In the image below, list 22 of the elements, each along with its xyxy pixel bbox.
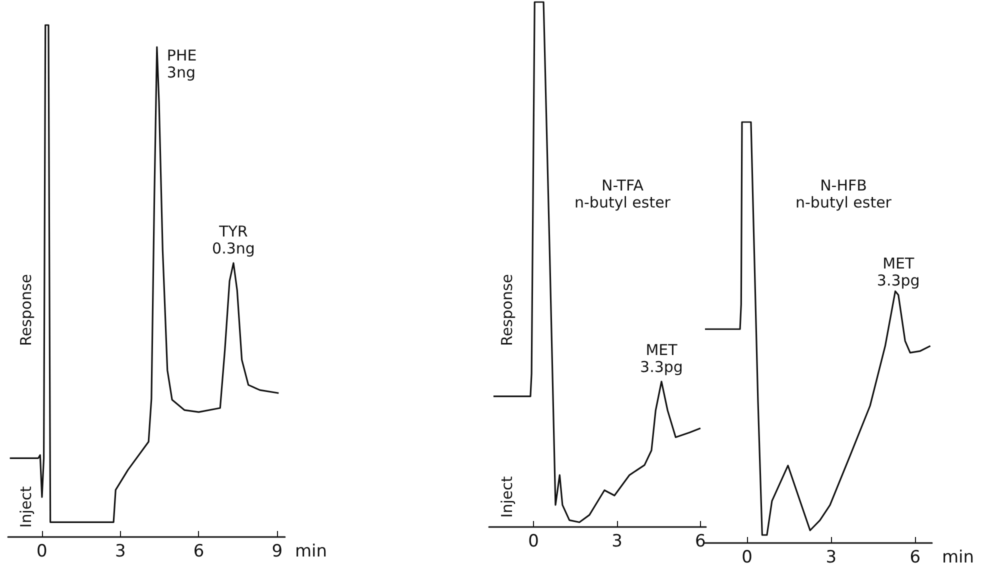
x-axis-title: min: [942, 548, 974, 568]
annotation: MET 3.3pg: [876, 254, 920, 290]
x-tick-label: 3: [114, 542, 126, 562]
annotation: Inject: [17, 486, 35, 528]
x-tick-label: 3: [826, 548, 837, 568]
text: N-HFB n-butyl ester: [796, 176, 892, 212]
x-tick-label: 9: [272, 542, 283, 562]
x-tick-label: 6: [910, 548, 921, 568]
text: N-TFA n-butyl ester: [574, 176, 672, 212]
x-axis-title: min: [294, 542, 328, 562]
x-tick-label: 0: [36, 542, 48, 562]
x-tick-label: 6: [193, 542, 204, 562]
x-tick-label: 0: [742, 548, 752, 568]
x-tick-label: 6: [695, 532, 706, 552]
y-axis-title: Response: [498, 274, 516, 346]
annotation: TYR 0.3ng: [212, 222, 255, 258]
annotation: MET 3.3pg: [640, 341, 683, 376]
annotation: Inject: [498, 476, 516, 518]
x-tick-label: 3: [612, 532, 622, 552]
annotation: PHE 3ng: [166, 46, 197, 82]
y-axis-title: Response: [17, 274, 35, 346]
x-tick-label: 0: [528, 532, 539, 552]
